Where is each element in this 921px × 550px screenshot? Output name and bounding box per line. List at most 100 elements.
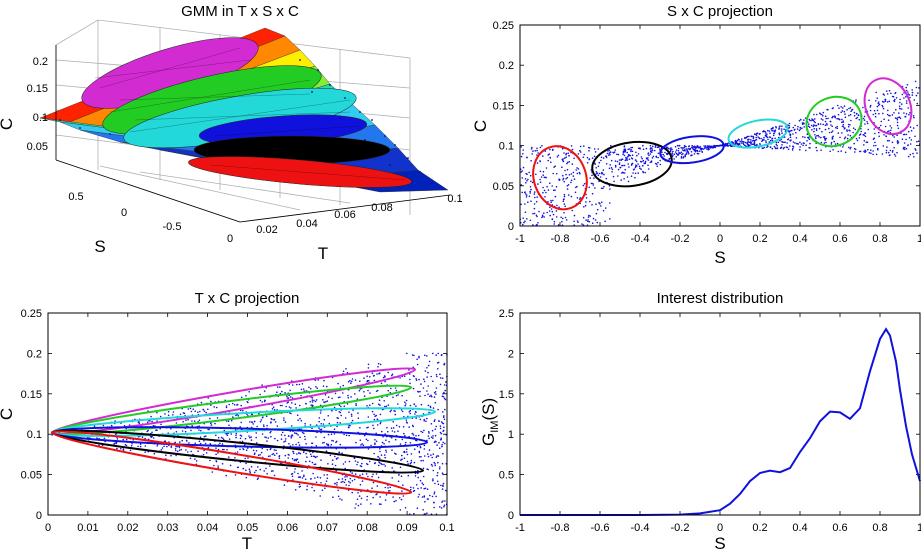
tc-point — [367, 367, 370, 369]
tc-point — [299, 485, 302, 488]
sc-point — [788, 126, 791, 129]
tc-point — [250, 439, 253, 441]
tc-point — [434, 428, 437, 431]
sc-point — [874, 141, 876, 144]
tc-point — [377, 403, 380, 406]
sc-point — [595, 167, 597, 169]
tc-point — [365, 438, 368, 441]
sc-point — [820, 136, 822, 139]
tc-point — [436, 472, 439, 474]
sc-point — [551, 185, 553, 187]
sc-point — [678, 153, 680, 155]
tc-point — [430, 436, 433, 439]
tc-point — [139, 445, 142, 448]
sc-point — [903, 146, 905, 149]
tc-point — [385, 494, 388, 496]
tc-point — [297, 441, 300, 444]
sc-point — [868, 152, 871, 154]
sc-point — [650, 160, 653, 162]
sc-point — [773, 145, 776, 148]
sc-point — [887, 119, 890, 121]
sc-point — [579, 197, 582, 199]
sc-point — [909, 153, 912, 156]
tc-point — [146, 430, 148, 433]
tc-point — [281, 404, 283, 407]
tc-point — [304, 435, 306, 438]
tc-point — [354, 379, 357, 381]
sc-point — [528, 171, 530, 174]
sc-point — [588, 220, 591, 223]
tc-point — [144, 451, 146, 454]
tc-point — [170, 454, 172, 457]
sc-point — [526, 173, 528, 175]
tc-point — [327, 463, 329, 465]
sc-point — [597, 148, 600, 150]
tc-point — [432, 478, 434, 480]
sc-point — [630, 149, 632, 151]
tc-point — [256, 425, 258, 428]
sc-point — [882, 112, 884, 115]
tc-point — [351, 491, 354, 494]
sc-point — [642, 159, 645, 162]
tc-point — [293, 471, 296, 473]
sc-point — [566, 176, 569, 179]
tc-point — [259, 454, 261, 456]
tc-point — [437, 461, 439, 464]
tc-point — [240, 404, 242, 407]
tc-point — [437, 455, 440, 457]
sc-point — [557, 154, 560, 157]
sc-point — [875, 144, 877, 147]
sc-point — [748, 135, 750, 138]
panel-tc-xlabel: T — [242, 534, 252, 550]
sc-point — [814, 134, 816, 136]
sc-point — [562, 179, 564, 181]
sc-point — [741, 138, 743, 140]
panel-3d-title: GMM in T x S x C — [181, 3, 299, 20]
sc-point — [579, 145, 582, 148]
sc-point — [755, 136, 757, 139]
tc-point — [265, 415, 268, 418]
sc-point — [858, 118, 860, 121]
sc-point — [650, 151, 653, 153]
sc-point — [763, 139, 765, 141]
sc-point — [858, 134, 861, 136]
sc-point — [562, 177, 565, 180]
tc-point — [295, 443, 297, 446]
tc-point — [356, 398, 359, 400]
tc-point — [434, 391, 437, 393]
tc-point — [304, 478, 307, 481]
tc-point — [286, 467, 288, 469]
sc-point — [875, 91, 877, 94]
sc-point — [522, 149, 524, 151]
tc-point — [284, 440, 287, 442]
sc-point — [563, 193, 566, 196]
sc-point — [690, 154, 692, 157]
tc-point — [384, 380, 386, 383]
sc-point — [523, 191, 526, 194]
tc-point — [354, 473, 357, 475]
sc-point — [576, 172, 579, 175]
tc-point — [351, 378, 354, 380]
sc-point — [781, 144, 783, 146]
sc-point — [772, 134, 775, 137]
sc-point — [691, 144, 693, 147]
tc-point — [311, 461, 314, 464]
sc-point — [591, 222, 594, 224]
tc-point — [202, 453, 205, 456]
sc-point — [773, 132, 775, 135]
tc-point — [306, 485, 309, 487]
tc-point — [325, 401, 327, 403]
tc-point — [339, 422, 342, 424]
sc-point — [796, 128, 799, 130]
sc-point — [696, 152, 699, 155]
sc-point — [637, 147, 640, 150]
tc-point — [401, 394, 403, 397]
sc-point — [556, 204, 558, 207]
sc-point — [706, 145, 709, 147]
tc-point — [310, 455, 313, 458]
tc-point — [314, 400, 317, 403]
sc-point — [782, 147, 785, 150]
sc-point — [907, 130, 910, 133]
sc-point — [744, 144, 746, 147]
tc-point — [418, 356, 420, 359]
